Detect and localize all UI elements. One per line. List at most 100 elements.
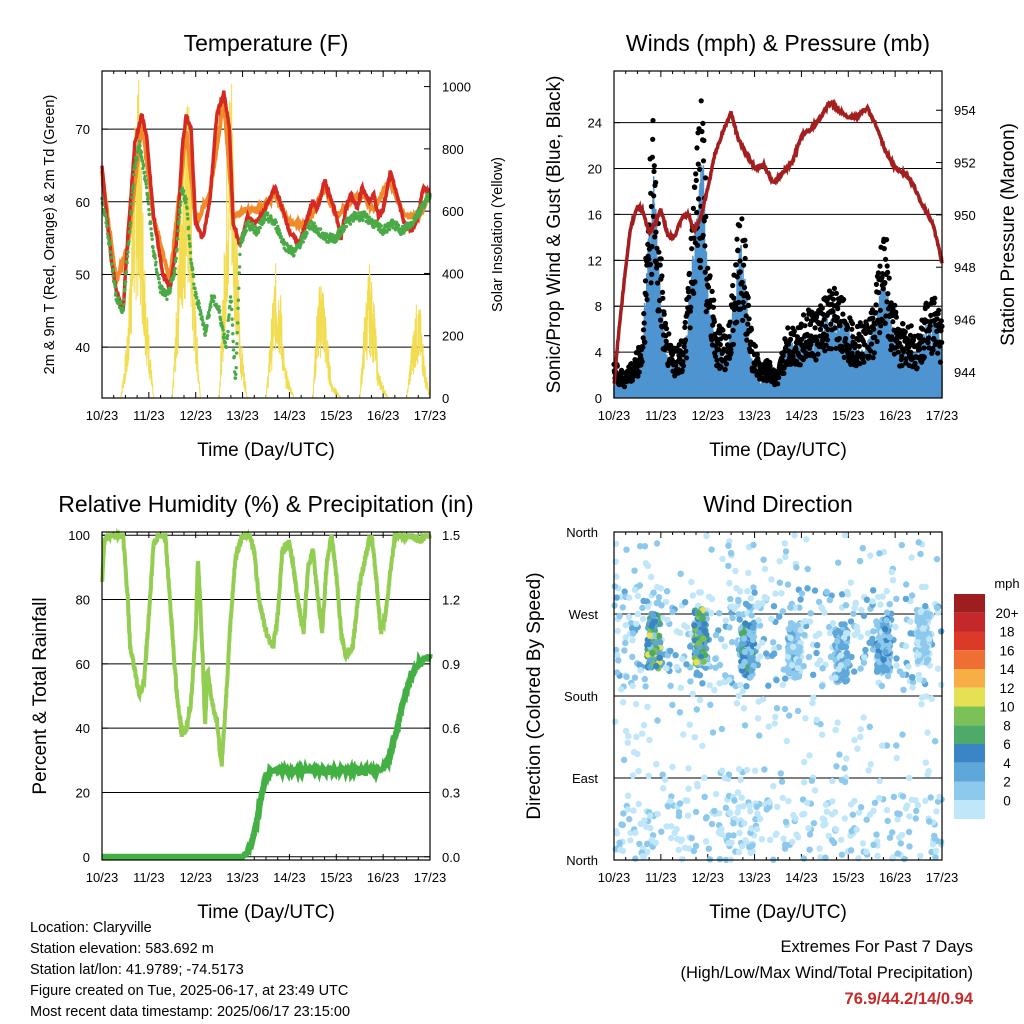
td2m-point — [130, 195, 134, 199]
td2m-point — [157, 281, 162, 285]
wind-direction-point — [811, 587, 819, 594]
wind-direction-point — [655, 632, 663, 640]
td2m-point — [200, 315, 204, 319]
wind-gust-point — [912, 360, 918, 366]
td2m-point — [126, 250, 130, 254]
x-axis-label: Time (Day/UTC) — [197, 902, 335, 923]
wind-gust-point — [844, 324, 851, 330]
wind-direction-point — [640, 722, 648, 729]
wind-direction-point — [725, 542, 732, 549]
y-tick-label: North — [566, 525, 598, 540]
td2m-point — [122, 303, 126, 307]
td2m-point — [141, 164, 146, 168]
wind-gust-point — [680, 363, 687, 369]
td2m-point — [114, 291, 118, 295]
wind-direction-point — [689, 592, 697, 599]
wind-direction-point — [810, 694, 817, 701]
td2m-point — [276, 224, 280, 228]
wind-gust-point — [877, 307, 883, 313]
td2m-point — [131, 183, 136, 187]
wind-direction-point — [877, 601, 884, 608]
wind-direction-point — [902, 595, 910, 603]
wind-direction-point — [823, 588, 830, 596]
wind-direction-point — [816, 630, 823, 637]
wind-gust-point — [857, 361, 863, 367]
wind-direction-point — [646, 736, 653, 744]
wind-direction-point — [833, 826, 840, 833]
td2m-point — [237, 265, 242, 269]
td2m-point — [174, 256, 178, 260]
wind-direction-point — [796, 604, 803, 611]
x-tick-label: 16/23 — [879, 408, 912, 423]
td2m-point — [423, 205, 427, 209]
wind-gust-point — [874, 338, 880, 345]
x-tick-label: 11/23 — [133, 408, 165, 423]
wind-direction-point — [718, 826, 725, 833]
wind-direction-point — [618, 686, 625, 693]
wind-direction-point — [676, 709, 684, 716]
td2m-point — [178, 203, 182, 207]
wind-direction-point — [838, 776, 845, 784]
wind-direction-point — [631, 674, 639, 681]
td2m-point — [182, 189, 186, 193]
td2m-point — [227, 315, 231, 320]
wind-gust-point — [847, 343, 854, 349]
wind-gust-point — [734, 319, 740, 325]
td2m-point — [402, 231, 406, 235]
td2m-point — [173, 266, 177, 271]
td2m-point — [104, 221, 108, 225]
x-axis-label: Time (Day/UTC) — [709, 440, 847, 461]
wind-gust-point — [680, 359, 686, 365]
wind-gust-point — [820, 311, 826, 317]
wind-gust-point — [741, 262, 747, 268]
y2-tick-label: 948 — [954, 260, 976, 275]
td2m-point — [191, 267, 195, 271]
wind-direction-point — [726, 809, 733, 816]
wind-direction-point — [905, 828, 913, 836]
wind-gust-point — [876, 290, 882, 296]
td2m-point — [153, 253, 157, 257]
wind-direction-point — [694, 783, 701, 790]
wind-gust-point — [780, 352, 786, 359]
wind-gust-point — [921, 354, 927, 360]
wind-direction-point — [678, 856, 686, 863]
td2m-point — [222, 332, 226, 336]
wind-direction-point — [893, 595, 900, 603]
wind-gust-point — [830, 308, 836, 315]
wind-direction-point — [878, 742, 886, 749]
wind-gust-point — [648, 280, 654, 286]
wind-direction-point — [754, 600, 761, 607]
td2m-point — [189, 262, 194, 266]
td2m-point — [226, 329, 230, 334]
wind-gust-point — [819, 305, 825, 311]
wind-direction-point — [626, 815, 633, 823]
wind-direction-point — [712, 790, 720, 798]
td2m-point — [129, 209, 133, 213]
td2m-point — [212, 295, 217, 299]
td2m-point — [277, 228, 281, 233]
wind-direction-point — [883, 587, 890, 595]
wind-direction-point — [699, 680, 706, 687]
wind-gust-point — [852, 341, 858, 347]
td2m-point — [141, 166, 145, 170]
wind-gust-point — [901, 349, 907, 355]
td2m-point — [241, 238, 245, 242]
td2m-point — [225, 336, 229, 341]
wind-gust-point — [877, 263, 883, 269]
wind-gust-point — [926, 335, 932, 341]
wind-direction-point — [898, 541, 905, 549]
wind-direction-point — [658, 828, 665, 835]
wind-direction-point — [712, 664, 719, 671]
wind-gust-point — [647, 261, 654, 267]
td2m-point — [102, 209, 106, 213]
wind-gust-point — [682, 319, 688, 326]
wind-gust-point — [705, 284, 712, 290]
x-tick-label: 15/23 — [320, 870, 353, 885]
wind-gust-point — [682, 337, 689, 343]
wind-direction-point — [624, 806, 632, 813]
wind-direction-point — [711, 686, 718, 694]
wind-direction-point — [883, 806, 891, 814]
wind-direction-point — [660, 785, 667, 792]
wind-gust-point — [734, 274, 740, 280]
wind-direction-point — [781, 540, 788, 547]
